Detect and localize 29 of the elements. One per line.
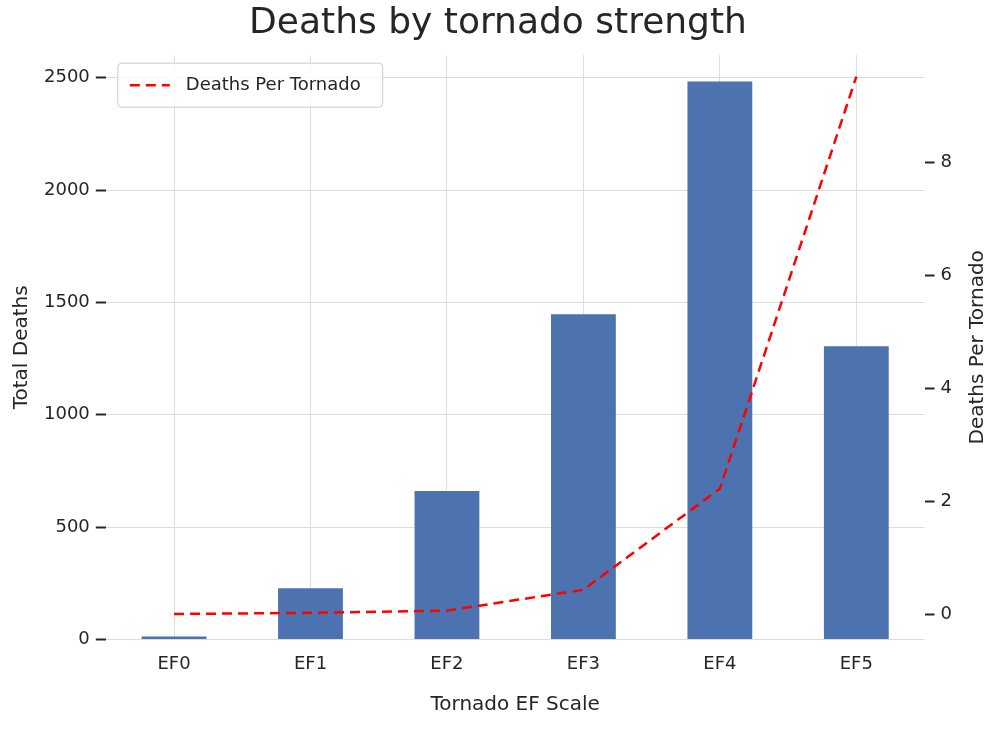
bar [687, 81, 753, 639]
bar [278, 588, 343, 639]
y-tick-label: 2000 [44, 177, 90, 199]
x-tick-label: EF0 [157, 651, 191, 673]
bar [551, 314, 616, 639]
y2-tick-label: 2 [940, 488, 952, 510]
x-tick-label: EF5 [839, 651, 873, 673]
y-tick-label: 1500 [44, 290, 90, 312]
bar [823, 346, 889, 639]
y2-tick-label: 8 [940, 150, 952, 172]
y2-tick-label: 4 [940, 375, 952, 397]
bar [414, 491, 480, 639]
y2-tick-label: 6 [940, 263, 952, 285]
y-tick-label: 500 [55, 514, 90, 536]
x-tick-label: EF1 [293, 651, 328, 673]
bar [141, 636, 207, 639]
y-tick-label: 0 [78, 627, 90, 649]
y2-axis-title: Deaths Per Tornado [964, 250, 989, 445]
y2-tick-label: 0 [940, 601, 952, 623]
y-tick-label: 1000 [44, 402, 90, 424]
x-tick-label: EF2 [430, 651, 464, 673]
x-axis-title: Tornado EF Scale [429, 691, 600, 716]
y-tick-label: 2500 [44, 65, 90, 87]
y-axis-title: Total Deaths [8, 285, 33, 411]
x-tick-label: EF4 [703, 651, 737, 673]
chart-title: Deaths by tornado strength [249, 0, 747, 41]
x-tick-label: EF3 [566, 651, 600, 673]
legend-label: Deaths Per Tornado [185, 72, 361, 94]
line-series [172, 75, 858, 616]
